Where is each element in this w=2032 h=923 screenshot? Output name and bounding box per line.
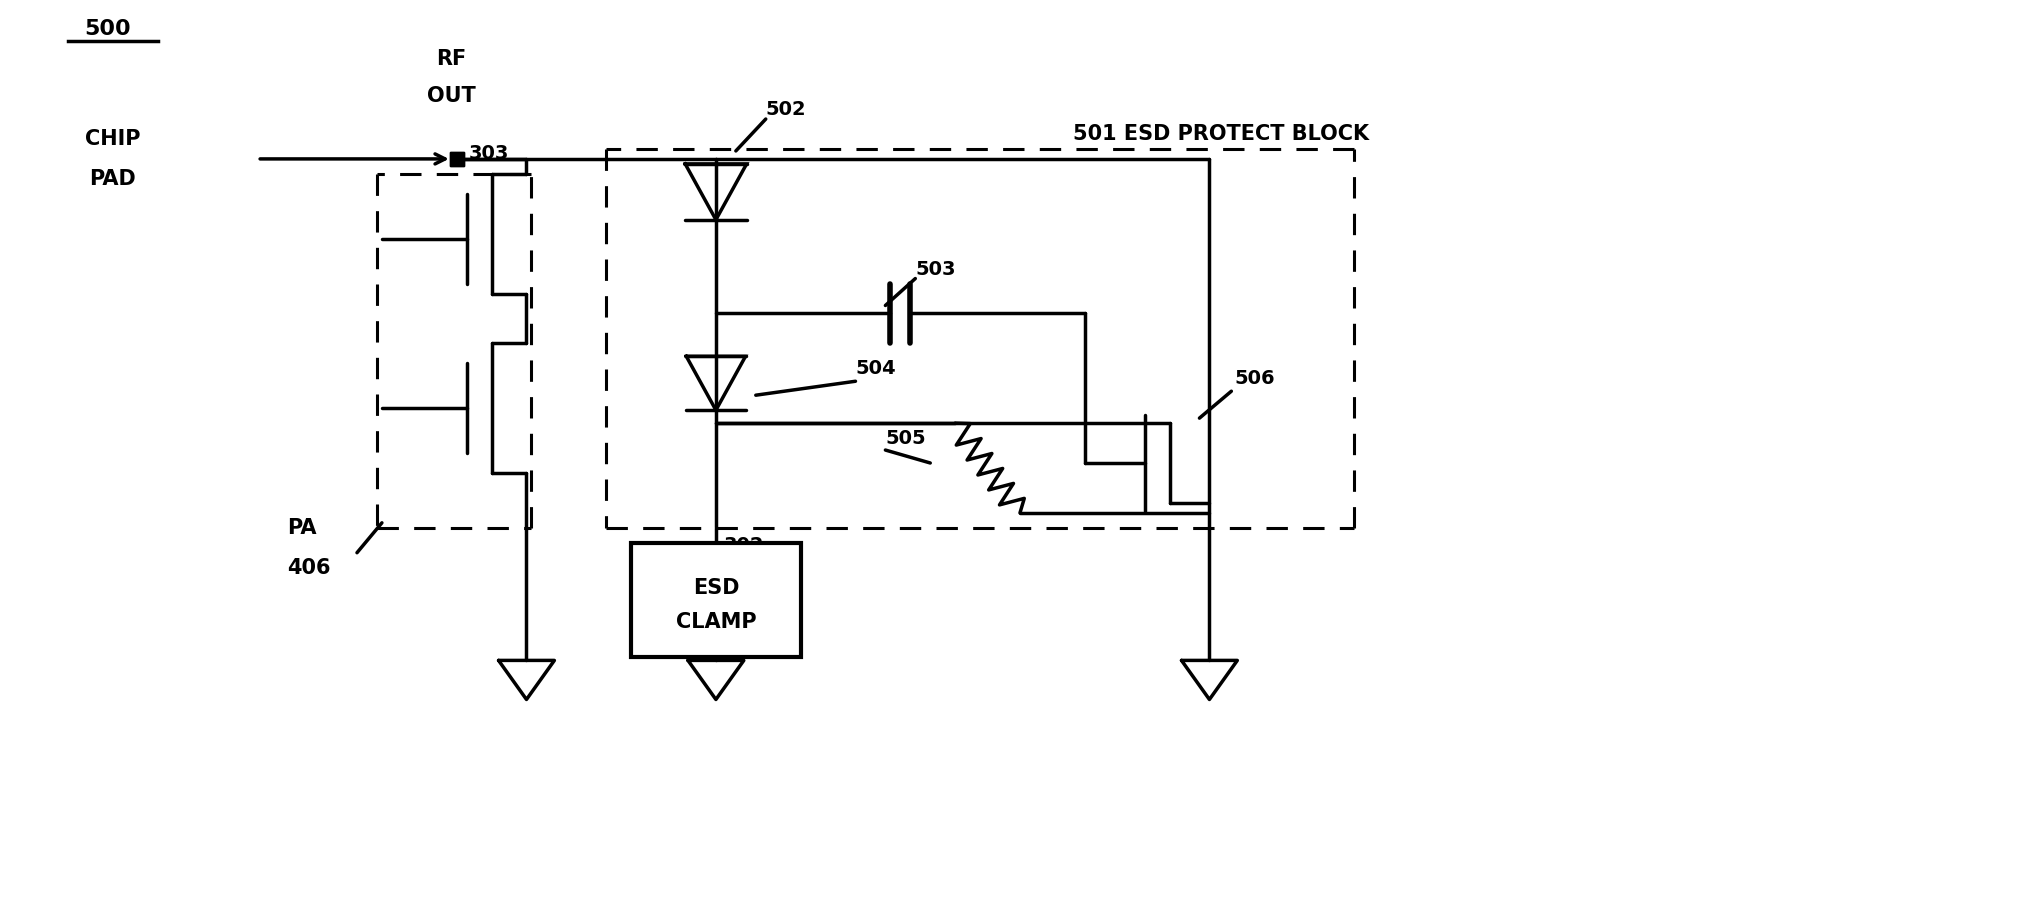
Text: 503: 503 [914, 259, 955, 279]
Text: 406: 406 [287, 557, 331, 578]
Text: 500: 500 [85, 19, 130, 40]
Text: 506: 506 [1233, 369, 1274, 389]
Text: 504: 504 [855, 359, 896, 378]
Text: 502: 502 [766, 100, 807, 119]
Text: 302: 302 [723, 535, 764, 555]
Text: PAD: PAD [89, 169, 136, 189]
Text: ESD: ESD [693, 578, 740, 598]
Text: OUT: OUT [427, 86, 475, 106]
Bar [630, 543, 801, 657]
Text: 501 ESD PROTECT BLOCK: 501 ESD PROTECT BLOCK [1073, 124, 1368, 144]
Text: PA: PA [287, 518, 317, 538]
Text: RF: RF [437, 49, 467, 69]
Text: CLAMP: CLAMP [675, 612, 756, 632]
Text: 505: 505 [886, 429, 925, 448]
Text: 303: 303 [469, 144, 508, 163]
Text: CHIP: CHIP [85, 129, 140, 149]
